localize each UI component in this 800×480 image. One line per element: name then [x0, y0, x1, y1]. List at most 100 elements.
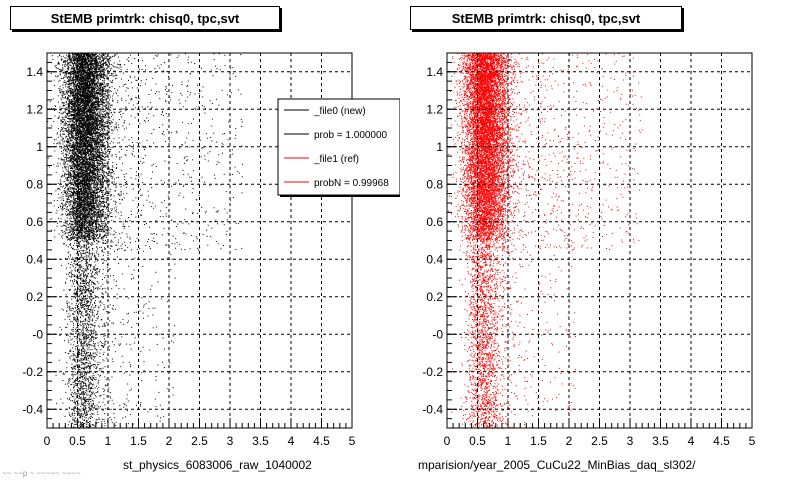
scatter-point	[89, 210, 91, 212]
scatter-point	[82, 198, 84, 200]
scatter-point	[77, 161, 79, 162]
scatter-point	[80, 76, 82, 78]
scatter-point	[91, 175, 93, 177]
scatter-point	[77, 184, 79, 186]
scatter-point	[106, 200, 108, 202]
scatter-point	[107, 94, 109, 96]
scatter-point	[100, 179, 102, 181]
scatter-point	[76, 124, 78, 126]
scatter-point	[77, 73, 79, 75]
scatter-point	[67, 236, 69, 238]
scatter-point	[76, 223, 78, 225]
scatter-point	[89, 81, 91, 83]
scatter-point	[78, 95, 79, 97]
scatter-point	[112, 168, 113, 170]
scatter-point	[65, 111, 67, 113]
scatter-point	[91, 200, 93, 202]
scatter-point	[101, 162, 103, 164]
scatter-point	[85, 179, 87, 180]
scatter-point	[93, 205, 95, 207]
scatter-point	[74, 122, 75, 124]
scatter-point	[65, 101, 67, 103]
scatter-point	[94, 131, 96, 133]
scatter-point	[109, 131, 111, 133]
scatter-point	[90, 75, 92, 77]
scatter-point	[92, 140, 94, 142]
scatter-point	[65, 194, 67, 196]
scatter-point	[72, 123, 74, 125]
scatter-point	[99, 204, 101, 206]
scatter-point	[91, 176, 93, 177]
scatter-point	[69, 160, 71, 162]
scatter-point	[65, 103, 67, 105]
scatter-point	[64, 190, 66, 192]
scatter-point	[66, 136, 68, 138]
scatter-point	[73, 56, 75, 58]
scatter-point	[82, 195, 84, 197]
scatter-point	[71, 208, 73, 209]
scatter-point	[56, 67, 58, 69]
scatter-point	[77, 237, 79, 239]
scatter-point	[93, 232, 95, 234]
scatter-point	[93, 182, 95, 184]
scatter-point	[81, 214, 83, 216]
scatter-point	[89, 227, 91, 229]
scatter-point	[82, 230, 84, 232]
scatter-point	[92, 160, 94, 161]
scatter-point	[73, 154, 75, 155]
scatter-point	[67, 70, 69, 72]
scatter-point	[87, 186, 88, 188]
scatter-point	[96, 90, 97, 92]
scatter-point	[113, 178, 115, 180]
scatter-point	[96, 173, 98, 175]
scatter-point	[99, 167, 101, 169]
scatter-point	[85, 158, 87, 159]
scatter-point	[83, 134, 85, 136]
scatter-point	[91, 162, 93, 163]
scatter-point	[71, 129, 72, 131]
scatter-point	[79, 181, 81, 183]
scatter-point	[86, 67, 88, 69]
scatter-point	[88, 187, 90, 189]
scatter-point	[68, 214, 70, 216]
scatter-point	[94, 144, 96, 146]
scatter-point	[82, 184, 84, 186]
scatter-point	[76, 195, 78, 197]
scatter-point	[81, 79, 82, 81]
scatter-point	[87, 108, 89, 110]
scatter-point	[65, 115, 67, 117]
scatter-point	[93, 77, 94, 79]
scatter-point	[87, 198, 88, 200]
scatter-point	[87, 85, 89, 87]
scatter-point	[69, 111, 71, 113]
scatter-point	[92, 116, 93, 118]
scatter-point	[68, 107, 70, 109]
scatter-point	[82, 101, 84, 103]
scatter-point	[100, 93, 102, 95]
scatter-point	[104, 148, 106, 150]
scatter-point	[64, 111, 66, 113]
scatter-point	[94, 68, 95, 70]
scatter-point	[79, 235, 81, 237]
scatter-point	[98, 164, 100, 166]
scatter-point	[64, 231, 66, 233]
scatter-point	[96, 229, 97, 231]
scatter-point	[89, 119, 91, 121]
scatter-point	[73, 226, 75, 228]
scatter-point	[93, 200, 95, 202]
scatter-point	[87, 81, 89, 82]
scatter-point	[72, 230, 74, 232]
scatter-point	[100, 169, 102, 171]
scatter-point	[69, 196, 71, 198]
scatter-point	[88, 101, 90, 103]
scatter-point	[103, 117, 105, 119]
scatter-point	[91, 187, 92, 189]
scatter-point	[97, 173, 99, 175]
scatter-point	[74, 77, 76, 78]
scatter-point	[53, 164, 55, 166]
scatter-point	[78, 87, 80, 89]
scatter-point	[64, 153, 66, 155]
scatter-point	[95, 128, 97, 130]
scatter-point	[75, 70, 77, 72]
scatter-point	[101, 133, 103, 135]
